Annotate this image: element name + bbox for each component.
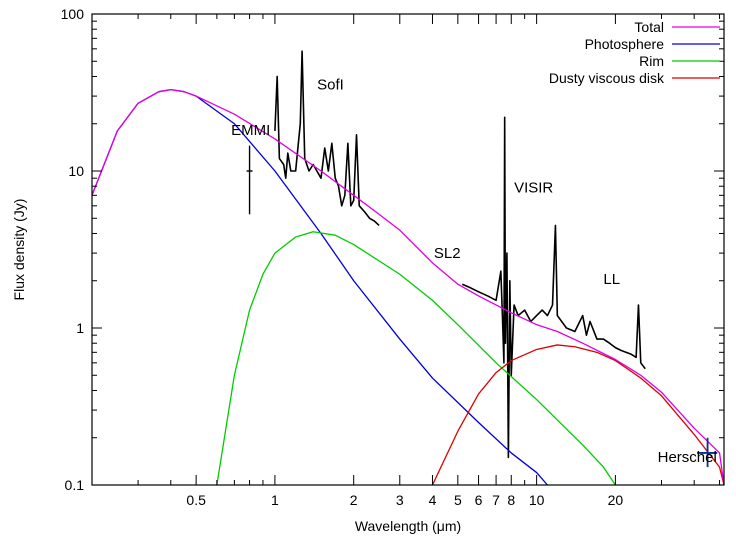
annotation-label-emmi: EMMI	[231, 122, 270, 139]
x-tick-label: 4	[429, 492, 437, 508]
x-axis-label: Wavelength (μm)	[355, 518, 461, 534]
error-point-0	[246, 145, 253, 215]
annotation-label-sofi: SofI	[317, 77, 344, 94]
x-tick-label: 1	[271, 492, 279, 508]
series-line-rim	[216, 231, 616, 485]
x-tick-label: 7	[492, 492, 500, 508]
legend-label: Total	[634, 19, 664, 35]
series-line-dusty-viscous-disk	[431, 344, 724, 485]
x-tick-label: 20	[608, 492, 624, 508]
legend-label: Rim	[639, 53, 664, 69]
ticks-layer: 0.1 1 10 100 0.5 1 2 3 4 5 6 7 8 10 20	[61, 6, 724, 508]
series-line-spectrum-5	[461, 116, 646, 459]
x-tick-label: 0.5	[186, 492, 206, 508]
plot-frame	[91, 13, 725, 486]
x-tick-label: 5	[454, 492, 462, 508]
annotations-layer: EMMI SofI SL2 VISIR LL Herschel	[231, 77, 717, 466]
y-axis-label: Flux density (Jy)	[11, 199, 27, 301]
error-bars-layer	[246, 145, 718, 468]
x-tick-label: 3	[396, 492, 404, 508]
series-line-spectrum-4	[274, 50, 380, 227]
y-tick-label: 10	[68, 163, 84, 179]
x-tick-label: 6	[475, 492, 483, 508]
legend-label: Dusty viscous disk	[549, 70, 665, 86]
series-layer	[92, 50, 724, 485]
y-tick-label: 0.1	[65, 477, 85, 493]
annotation-label-visir: VISIR	[514, 179, 553, 196]
annotation-label-sl2: SL2	[434, 245, 461, 262]
error-point-1	[696, 437, 718, 468]
series-line-total	[92, 88, 724, 485]
annotation-label-ll: LL	[603, 271, 620, 288]
x-tick-label: 8	[507, 492, 515, 508]
annotation-label-herschel: Herschel	[658, 449, 717, 466]
legend-label: Photosphere	[585, 36, 665, 52]
y-tick-label: 100	[61, 6, 85, 22]
x-tick-label: 2	[350, 492, 358, 508]
x-tick-label: 10	[529, 492, 545, 508]
y-tick-label: 1	[76, 320, 84, 336]
